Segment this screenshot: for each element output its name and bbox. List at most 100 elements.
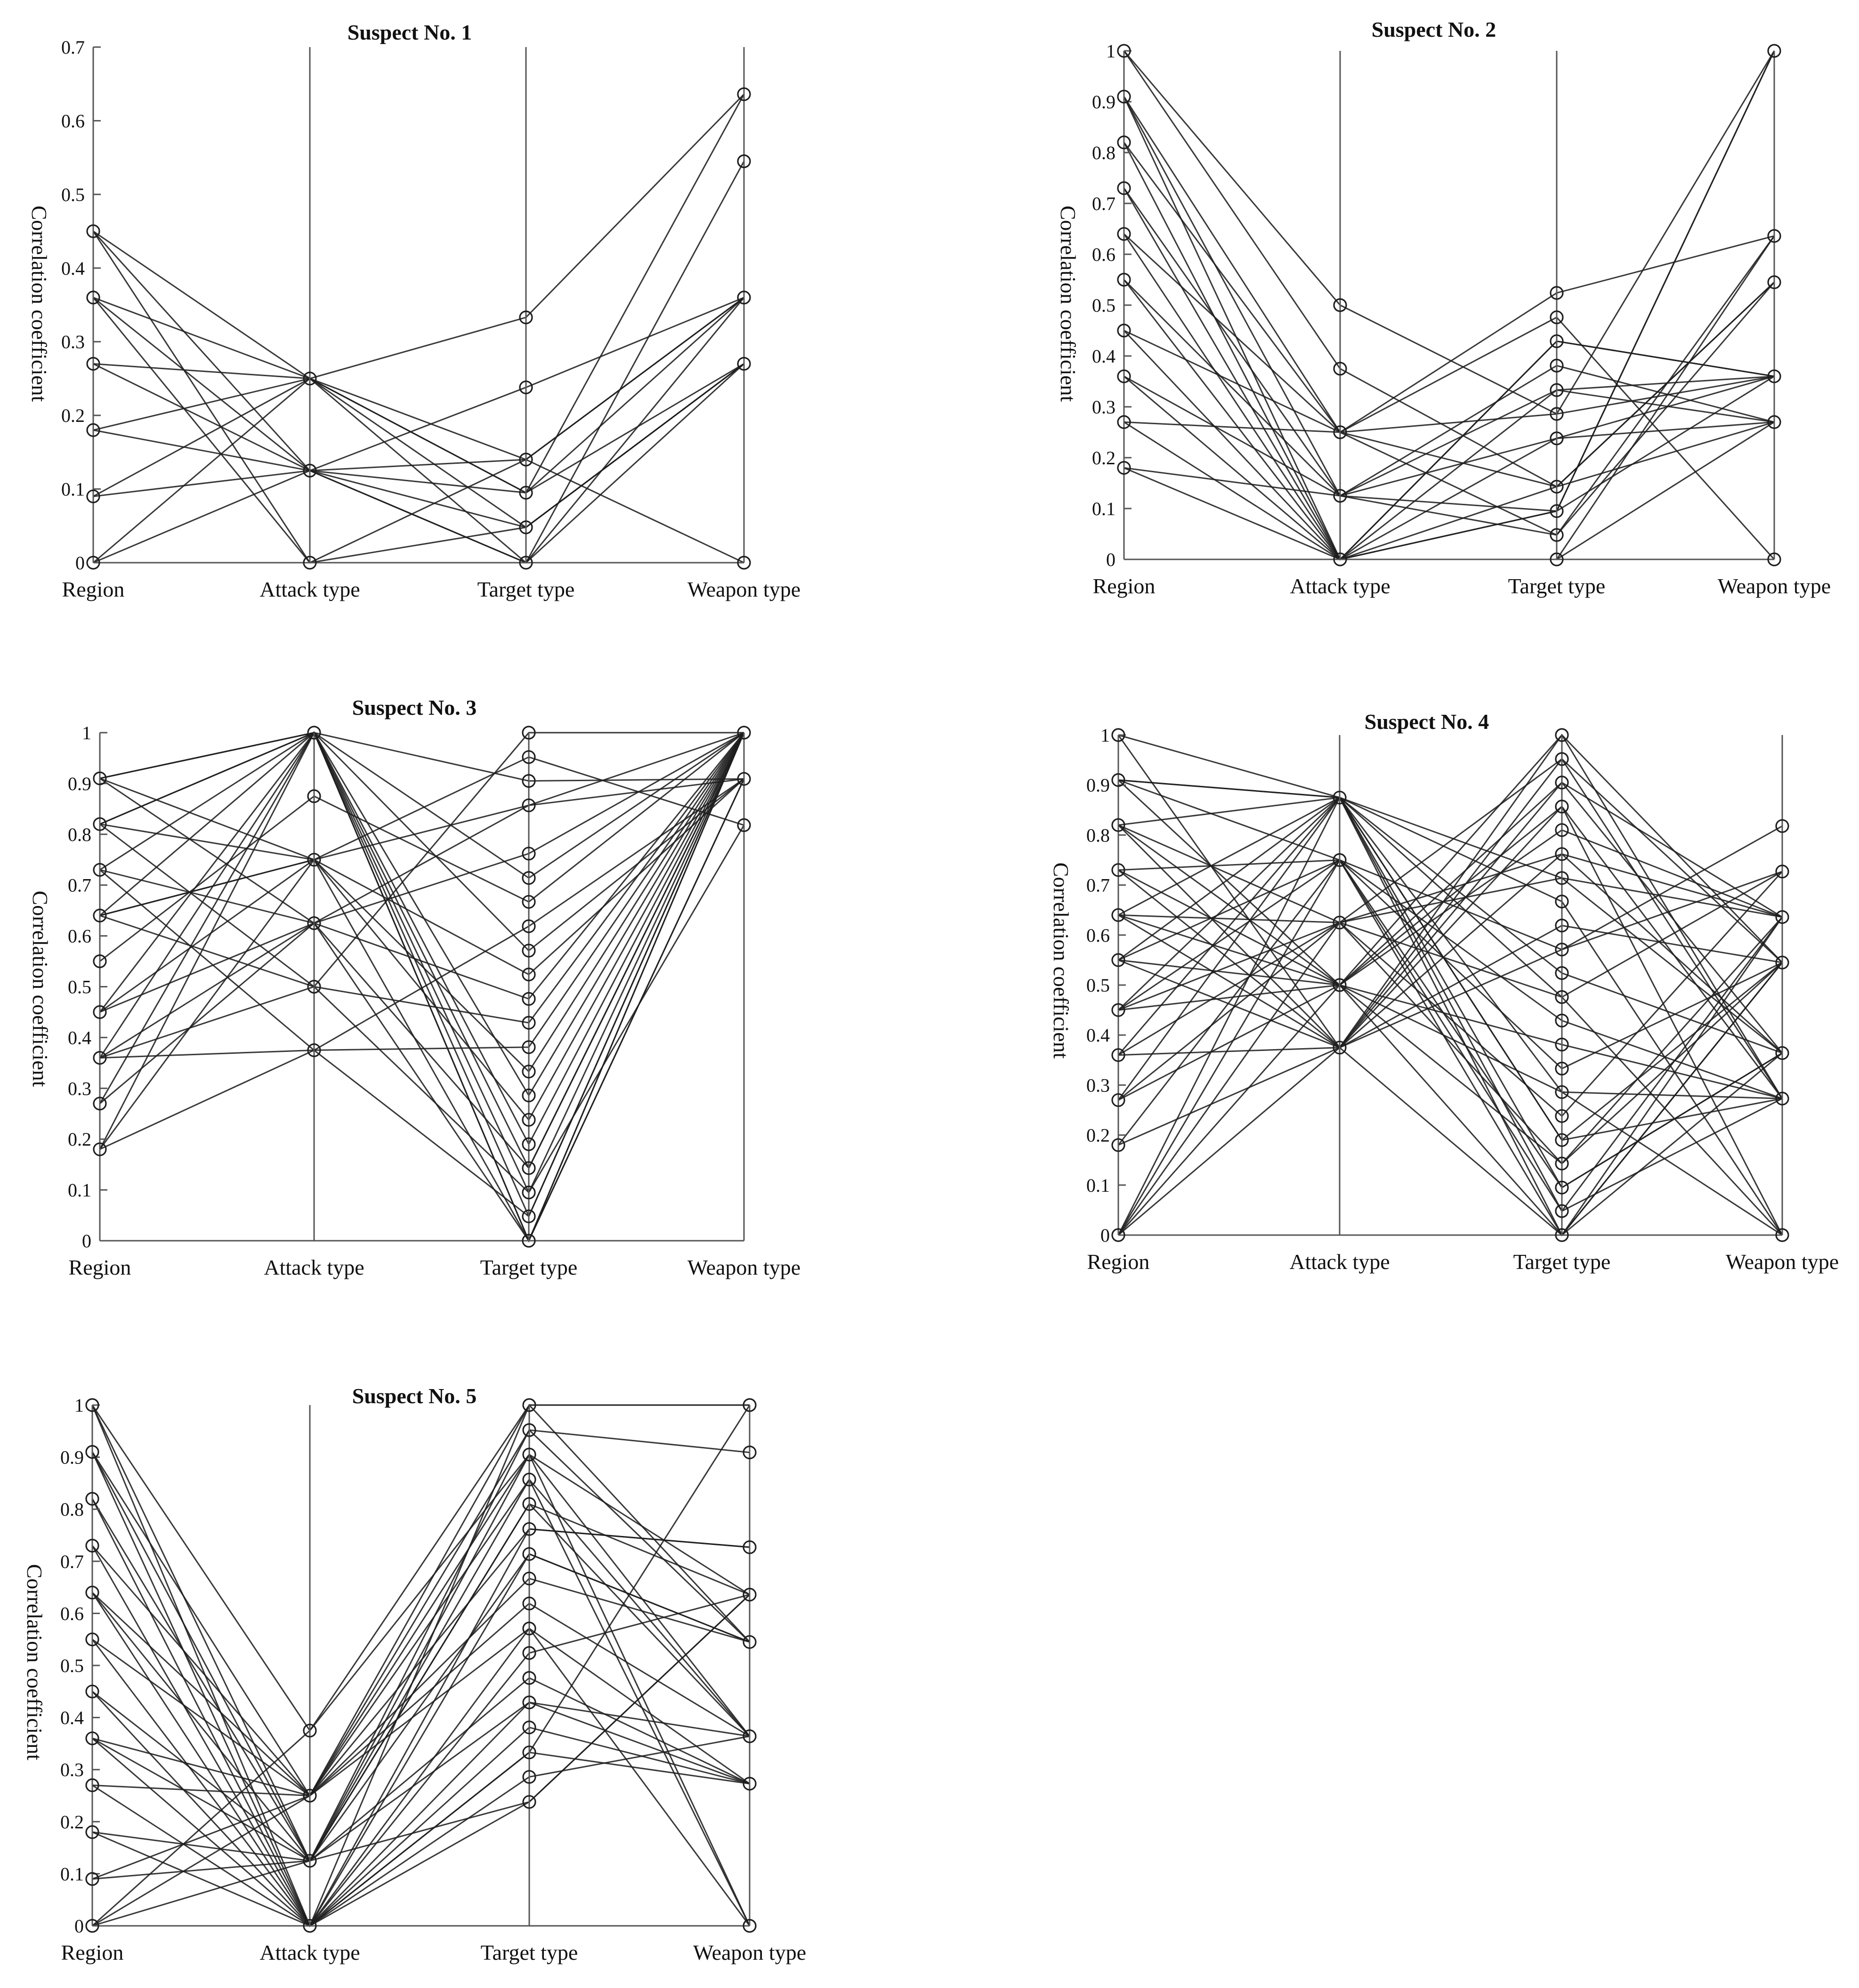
series-line <box>1118 758 1783 1099</box>
series-line <box>99 731 744 1104</box>
y-tick-label: 0.3 <box>60 1759 84 1780</box>
data-point <box>1555 823 1569 837</box>
series-line <box>1123 235 1775 536</box>
series-line <box>1123 50 1775 433</box>
data-point <box>1111 773 1125 787</box>
data-point <box>303 1854 317 1868</box>
data-point <box>522 1621 536 1636</box>
data-point <box>1550 528 1564 542</box>
data-point <box>1117 44 1131 58</box>
series-line <box>99 756 744 1013</box>
series-line <box>1123 340 1775 561</box>
series-line <box>1123 279 1775 560</box>
y-tick-label: 0.3 <box>68 1078 91 1099</box>
data-point <box>303 463 317 478</box>
data-point <box>522 1161 536 1175</box>
data-point <box>1117 415 1131 429</box>
y-tick-label: 0.2 <box>1086 1125 1110 1146</box>
data-point <box>1555 752 1569 766</box>
markers <box>93 726 751 1248</box>
data-point <box>1111 1048 1125 1062</box>
data-point <box>1111 1093 1125 1107</box>
series-line <box>1123 279 1775 497</box>
data-point <box>522 1137 536 1151</box>
y-tick-label: 0.1 <box>61 479 85 500</box>
series-line <box>1123 142 1775 536</box>
y-tick-label: 0.7 <box>61 37 85 58</box>
data-point <box>522 968 536 982</box>
data-point <box>522 992 536 1006</box>
data-point <box>737 556 751 570</box>
data-point <box>1117 273 1131 287</box>
series-line <box>1123 375 1775 497</box>
series-line <box>1117 796 1783 1101</box>
data-point <box>93 817 107 831</box>
series-line <box>1123 389 1775 560</box>
axis-name-label: Attack type <box>1289 1250 1390 1274</box>
series-line <box>1123 187 1775 497</box>
data-point <box>1111 863 1125 877</box>
markers <box>1111 728 1789 1242</box>
data-point <box>1767 44 1781 58</box>
data-point <box>522 871 536 885</box>
series-line <box>1117 859 1783 1236</box>
data-point <box>522 1547 536 1561</box>
suspect-4-chart: Suspect No. 4 Correlation coefficient 0 0… <box>1049 710 1839 1274</box>
data-point <box>307 789 321 803</box>
data-point <box>1775 910 1789 924</box>
series-lines <box>91 1404 751 1927</box>
series-line <box>99 731 745 1097</box>
series-line <box>92 231 744 493</box>
axis-name-label: Weapon type <box>1718 574 1831 598</box>
data-point <box>1775 1091 1789 1106</box>
series-line <box>99 732 745 1243</box>
y-tick-label: 0.8 <box>60 1499 84 1520</box>
data-point <box>1767 552 1781 566</box>
y-axis-label: Correlation coefficient <box>23 1564 47 1761</box>
data-point <box>1333 298 1347 312</box>
series-line <box>99 778 745 1150</box>
data-point <box>1117 461 1131 475</box>
series-line <box>92 1602 750 1797</box>
y-tick-label: 0 <box>82 1230 91 1252</box>
data-point <box>85 1632 99 1647</box>
y-tick-label: 0.1 <box>68 1180 91 1201</box>
data-point <box>1555 776 1569 790</box>
data-point <box>1555 990 1569 1004</box>
data-point <box>86 556 100 570</box>
y-axis-label: Correlation coefficient <box>1056 206 1080 402</box>
data-point <box>737 154 751 169</box>
data-point <box>1555 1037 1569 1051</box>
axis-name-label: Weapon type <box>687 577 800 601</box>
axis-name-label: Target type <box>480 1255 578 1279</box>
data-point <box>519 485 533 500</box>
series-line <box>91 1498 751 1927</box>
data-point <box>1333 978 1347 992</box>
series-line <box>99 732 744 916</box>
y-tick-label: 0.2 <box>1092 447 1115 469</box>
data-point <box>743 1540 757 1554</box>
data-point <box>1555 728 1569 742</box>
data-point <box>522 944 536 958</box>
data-point <box>1117 323 1131 338</box>
y-tick-label: 0 <box>74 1915 84 1937</box>
axis-name-label: Target type <box>1513 1250 1611 1274</box>
axis-name-label: Weapon type <box>693 1940 806 1964</box>
series-line <box>92 1701 750 1880</box>
data-point <box>1117 135 1131 149</box>
data-point <box>522 1423 536 1437</box>
data-point <box>1550 479 1564 494</box>
series-line <box>93 297 744 564</box>
data-point <box>1117 369 1131 383</box>
y-axis-label: Correlation coefficient <box>27 206 51 402</box>
suspect-3-chart: Suspect No. 3 Correlation coefficient 0 0… <box>28 695 800 1279</box>
data-point <box>85 1539 99 1553</box>
data-point <box>522 1770 536 1784</box>
data-point <box>1111 1003 1125 1017</box>
y-tick-label: 0.5 <box>60 1655 84 1676</box>
data-point <box>522 1596 536 1610</box>
data-point <box>1111 818 1125 832</box>
series-line <box>93 363 744 528</box>
y-tick-label: 0.1 <box>1086 1175 1110 1196</box>
series-line <box>91 1639 750 1927</box>
